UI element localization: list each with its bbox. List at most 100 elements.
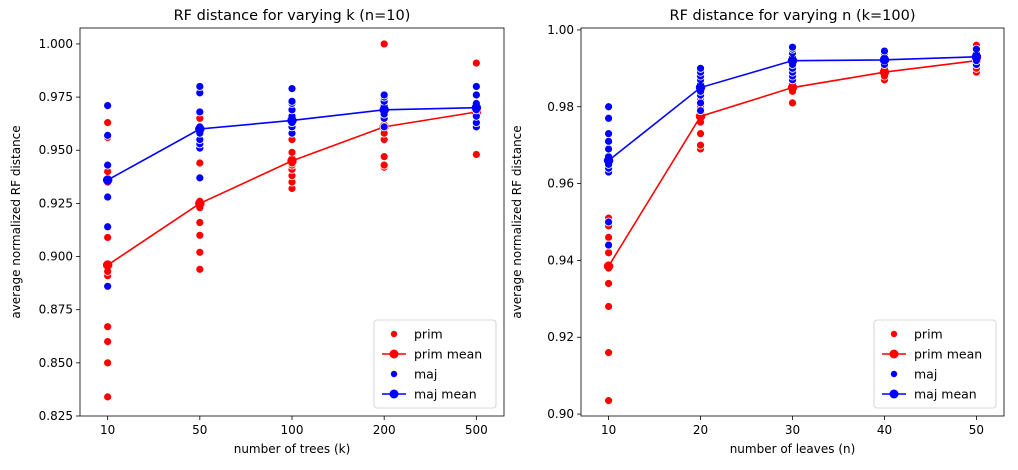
chart-0-legend-prim-mean-swatch-marker — [389, 349, 399, 359]
chart-0-maj-point — [379, 90, 389, 100]
chart-1-maj-point — [604, 144, 613, 154]
chart-1-maj-point — [788, 42, 797, 52]
chart-1-maj-point — [604, 102, 613, 112]
chart-0-maj-mean-marker — [102, 175, 113, 185]
chart-0-maj-point — [471, 82, 481, 91]
chart-1-legend-prim-mean-swatch-marker — [889, 349, 899, 359]
chart-1-ytick-label: 0.98 — [547, 100, 574, 114]
chart-0-prim-point — [103, 358, 113, 368]
chart-1-maj-point — [604, 113, 613, 123]
chart-1-ytick-label: 0.90 — [547, 407, 574, 421]
chart-0-legend-prim-label: prim — [414, 327, 443, 342]
chart-1-prim-point — [604, 302, 613, 311]
chart-0-title: RF distance for varying k (n=10) — [174, 8, 411, 24]
chart-1-legend-maj-label: maj — [914, 367, 937, 382]
chart-0-maj-point — [103, 130, 113, 140]
chart-1-legend: prim prim mean maj maj mean — [873, 319, 997, 409]
chart-1-prim-point — [788, 98, 797, 108]
chart-1-xtick-label: 10 — [601, 423, 616, 437]
chart-0-maj-mean-marker — [471, 102, 482, 113]
chart-1-ytick-label: 0.94 — [547, 253, 574, 267]
chart-0-prim-point — [103, 118, 113, 128]
chart-0-maj-point — [103, 192, 113, 202]
chart-1-prim-point — [696, 129, 705, 139]
chart-0-xtick-label: 10 — [100, 423, 115, 437]
chart-0-prim-point — [379, 152, 389, 162]
chart-0-prim-point — [195, 158, 205, 168]
chart-0-frame — [79, 27, 505, 417]
chart-1-maj-mean-marker — [787, 55, 798, 66]
chart-0-prim-point — [103, 392, 113, 402]
chart-1-maj-point — [604, 240, 613, 250]
chart-1-title: RF distance for varying n (k=100) — [670, 8, 916, 24]
chart-0-xtick-label: 100 — [281, 423, 304, 437]
chart-0-ytick-label: 0.825 — [39, 409, 73, 423]
chart-0-xlabel: number of trees (k) — [234, 442, 351, 456]
chart-0-prim-point — [195, 247, 205, 257]
chart-1-prim-point — [604, 279, 613, 288]
chart-0-ytick-label: 1.000 — [39, 37, 73, 51]
chart-1-prim-point — [604, 396, 613, 406]
chart-0-maj-mean-marker — [379, 105, 389, 115]
chart-0-ytick-label: 0.900 — [39, 250, 73, 264]
chart-1-legend-maj-mean-label: maj mean — [914, 387, 977, 402]
chart-1-prim-mean-marker — [879, 67, 890, 77]
chart-0-maj-point — [287, 84, 297, 93]
chart-0-legend-box — [373, 319, 497, 409]
chart-panel-varying-n: RF distance for varying n (k=100) 10 20 30 4… — [510, 8, 1005, 456]
chart-1-maj-point — [604, 217, 613, 227]
chart-0-ytick-label: 0.975 — [39, 90, 73, 104]
chart-0-ylabel: average normalized RF distance — [9, 125, 23, 318]
chart-0-ytick-label: 0.950 — [39, 143, 73, 157]
chart-1-legend-box — [873, 319, 997, 409]
chart-0-xtick-label: 200 — [373, 423, 396, 437]
chart-0-maj-point — [103, 160, 113, 170]
chart-0-maj-point — [103, 222, 113, 232]
chart-0-prim-mean-marker — [102, 260, 113, 270]
chart-0-maj-mean-marker — [287, 115, 297, 126]
chart-1-maj-mean-marker — [695, 82, 706, 93]
chart-1-frame — [580, 27, 1005, 417]
chart-0-prim-point — [379, 160, 389, 170]
chart-0-prim-point — [103, 233, 113, 242]
chart-1-maj-mean-marker — [971, 52, 982, 62]
chart-1-maj-point — [696, 98, 705, 108]
chart-0-xtick-label: 500 — [465, 423, 488, 437]
chart-1-xtick-label: 20 — [693, 423, 708, 437]
chart-0-legend-prim-mean-label: prim mean — [414, 347, 482, 362]
chart-1-maj-point — [696, 63, 705, 73]
chart-0-prim-point — [195, 230, 205, 240]
chart-0-prim-point — [195, 218, 205, 227]
chart-0-ytick-label: 0.875 — [39, 303, 73, 317]
chart-0-maj-point — [471, 90, 481, 100]
chart-1-ytick-label: 0.96 — [547, 177, 574, 191]
chart-0-legend: prim prim mean maj maj mean — [373, 319, 497, 409]
chart-0-maj-point — [195, 82, 205, 91]
chart-0-maj-point — [287, 96, 297, 106]
chart-1-prim-point — [604, 248, 613, 258]
chart-1-maj-mean-marker — [879, 55, 890, 65]
chart-1-xtick-label: 50 — [969, 423, 984, 437]
chart-1-maj-point — [972, 44, 981, 54]
chart-1-plot-area — [603, 40, 982, 406]
chart-1-legend-maj-swatch — [890, 370, 898, 378]
chart-1-xtick-label: 40 — [877, 423, 892, 437]
chart-0-prim-point — [287, 147, 297, 157]
chart-0-legend-maj-mean-swatch-marker — [389, 389, 399, 399]
chart-1-prim-mean-marker — [603, 261, 614, 271]
chart-1-prim-point — [604, 232, 613, 242]
chart-0-prim-point — [103, 322, 113, 332]
chart-1-prim-mean-marker — [787, 82, 798, 93]
chart-0-prim-mean-marker — [287, 156, 297, 166]
chart-1-maj-point — [696, 106, 705, 115]
chart-1-ytick-label: 0.92 — [547, 330, 574, 344]
chart-0-legend-maj-mean-label: maj mean — [414, 387, 477, 402]
chart-0-legend-maj-swatch — [390, 370, 398, 378]
chart-0-prim-point — [379, 39, 389, 49]
chart-0-prim-point — [471, 150, 481, 159]
chart-1-legend-prim-swatch — [890, 330, 898, 338]
chart-0-plot-area — [102, 39, 482, 402]
chart-0-prim-point — [195, 264, 205, 274]
chart-1-xtick-label: 30 — [785, 423, 800, 437]
chart-0-maj-point — [103, 281, 113, 291]
